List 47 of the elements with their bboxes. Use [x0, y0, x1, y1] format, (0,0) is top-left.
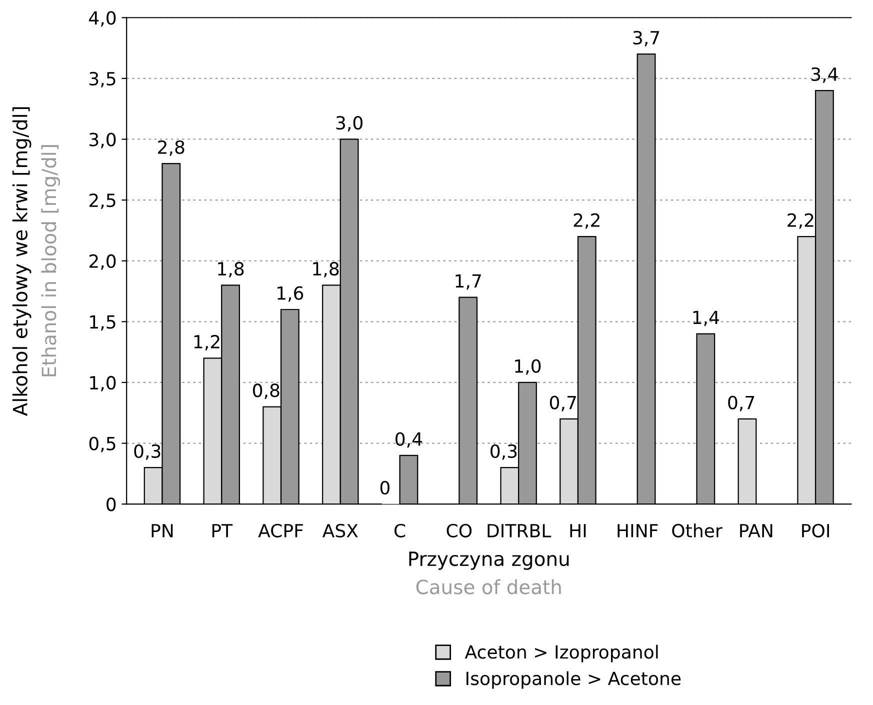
y-axis-title: Alkohol etylowy we krwi [mg/dl] [12, 107, 32, 416]
data-label: 1,0 [515, 359, 541, 375]
data-label: 0,3 [134, 444, 160, 460]
y-tick-label: 2,0 [89, 254, 116, 270]
x-tick-label: PAN [740, 524, 772, 538]
x-tick-label: ACPF [258, 524, 303, 538]
y-tick-label: 0 [106, 498, 116, 512]
data-label: 1,8 [218, 262, 244, 278]
x-tick-label: Other [672, 524, 722, 538]
x-axis-title: Przyczyna zgonu [409, 552, 569, 570]
x-tick-label: HI [570, 524, 586, 538]
y-tick-label: 3,0 [90, 132, 116, 148]
y-tick-label: 1,5 [90, 315, 116, 331]
y-tick-label: 1,0 [90, 376, 116, 392]
y-tick-label: 4,0 [89, 11, 116, 27]
data-label: 0,7 [550, 396, 576, 412]
data-label: 2,2 [788, 213, 814, 229]
data-label: 1,6 [278, 286, 304, 302]
legend-label: Aceton > Izopropanol [464, 644, 658, 662]
data-label: 1,7 [456, 274, 481, 290]
data-label: 0,8 [252, 384, 280, 400]
data-label: 0,3 [490, 444, 517, 460]
data-label: 1,4 [693, 310, 720, 326]
x-tick-label: C [394, 524, 406, 538]
y-tick-label: 3,5 [90, 72, 116, 88]
text: Ethanol in blood [mg/dl] [41, 145, 60, 376]
data-label: 1,2 [194, 334, 220, 350]
data-label: 3,4 [811, 67, 838, 83]
x-tick-label: PN [152, 524, 173, 538]
x-tick-label: CO [446, 524, 472, 538]
data-label: 2,8 [158, 140, 184, 156]
x-tick-label: POI [802, 524, 829, 538]
data-label: 3,0 [336, 116, 362, 132]
y-tick-label: 0,5 [89, 436, 116, 452]
x-tick-label: ASX [322, 524, 358, 538]
legend-label: Isopropanole > Acetone [466, 671, 681, 689]
data-label: 1,8 [313, 262, 339, 278]
data-label: 3,7 [633, 30, 660, 46]
data-label: 0 [380, 480, 390, 494]
data-label: 0,4 [396, 432, 422, 448]
y-tick-label: 2,5 [89, 194, 116, 209]
x-tick-label: HINF [618, 524, 658, 538]
data-label: 0,7 [728, 396, 754, 412]
x-tick-label: DITRBL [488, 524, 552, 538]
x-tick-label: PT [212, 524, 233, 538]
data-label: 2,2 [574, 213, 600, 229]
text: Cause of death [416, 579, 561, 594]
